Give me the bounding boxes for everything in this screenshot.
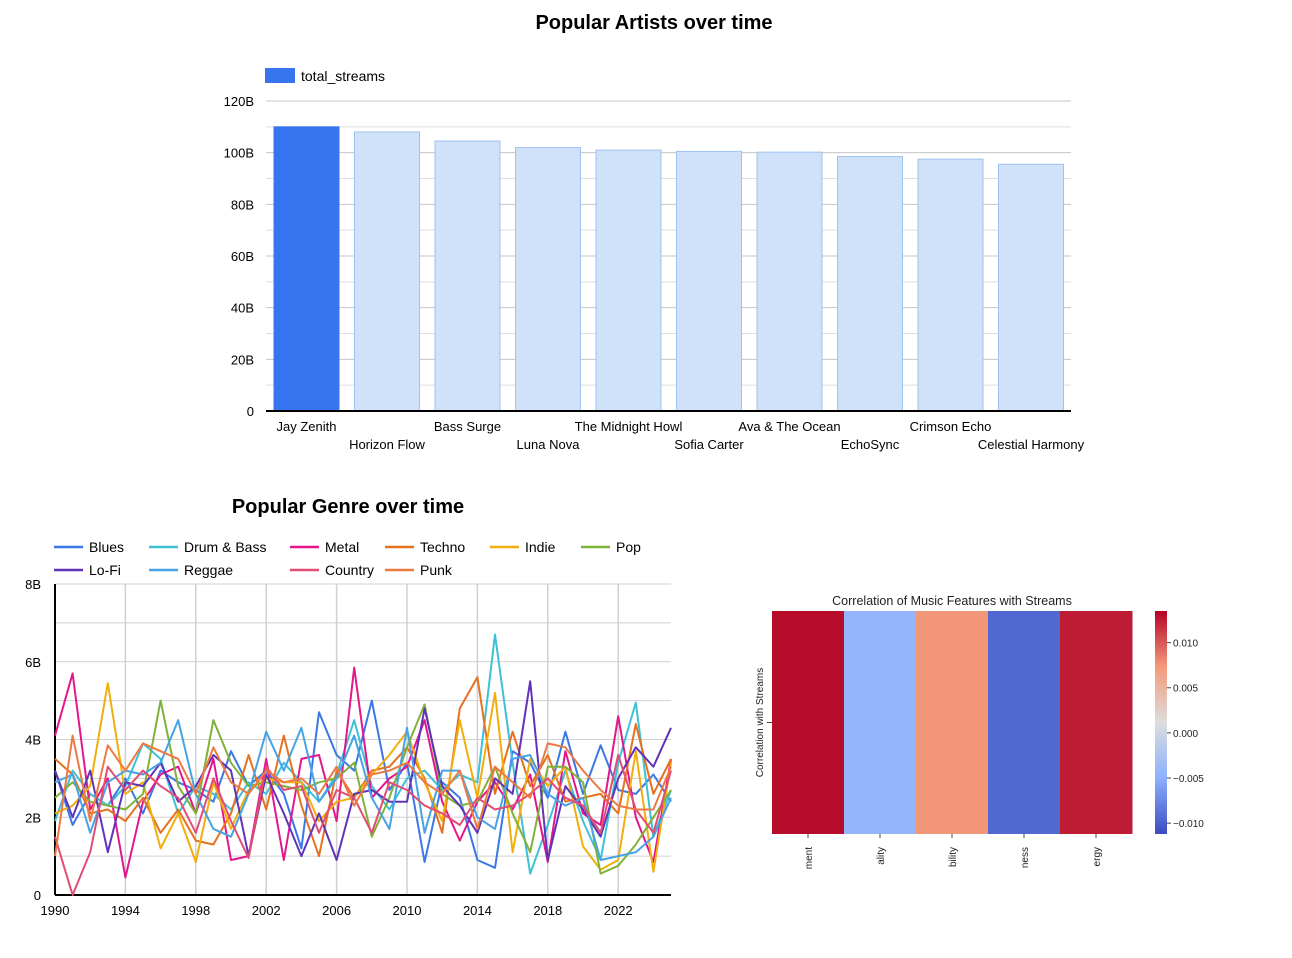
colorbar-tick-label: −0.010 <box>1173 819 1204 830</box>
heatmap-cell <box>988 611 1061 834</box>
colorbar-tick-label: 0.010 <box>1173 639 1198 650</box>
heatmap-x-label: ergy <box>1092 847 1103 866</box>
heatmap-title: Correlation of Music Features with Strea… <box>832 594 1072 608</box>
heatmap-x-label: bility <box>948 847 959 867</box>
colorbar-tick-label: 0.005 <box>1173 684 1198 695</box>
heatmap-cell <box>1060 611 1133 834</box>
heatmap-cell <box>772 611 845 834</box>
heatmap-y-label: Correlation with Streams <box>755 668 766 777</box>
heatmap-x-label: ness <box>1020 847 1031 868</box>
heatmap-x-label: ality <box>876 847 887 865</box>
colorbar-tick-label: 0.000 <box>1173 729 1198 740</box>
heatmap-x-label: ment <box>804 847 815 869</box>
heatmap-cell <box>916 611 989 834</box>
heatmap-cell <box>844 611 917 834</box>
colorbar <box>1155 611 1167 834</box>
colorbar-tick-label: −0.005 <box>1173 774 1204 785</box>
